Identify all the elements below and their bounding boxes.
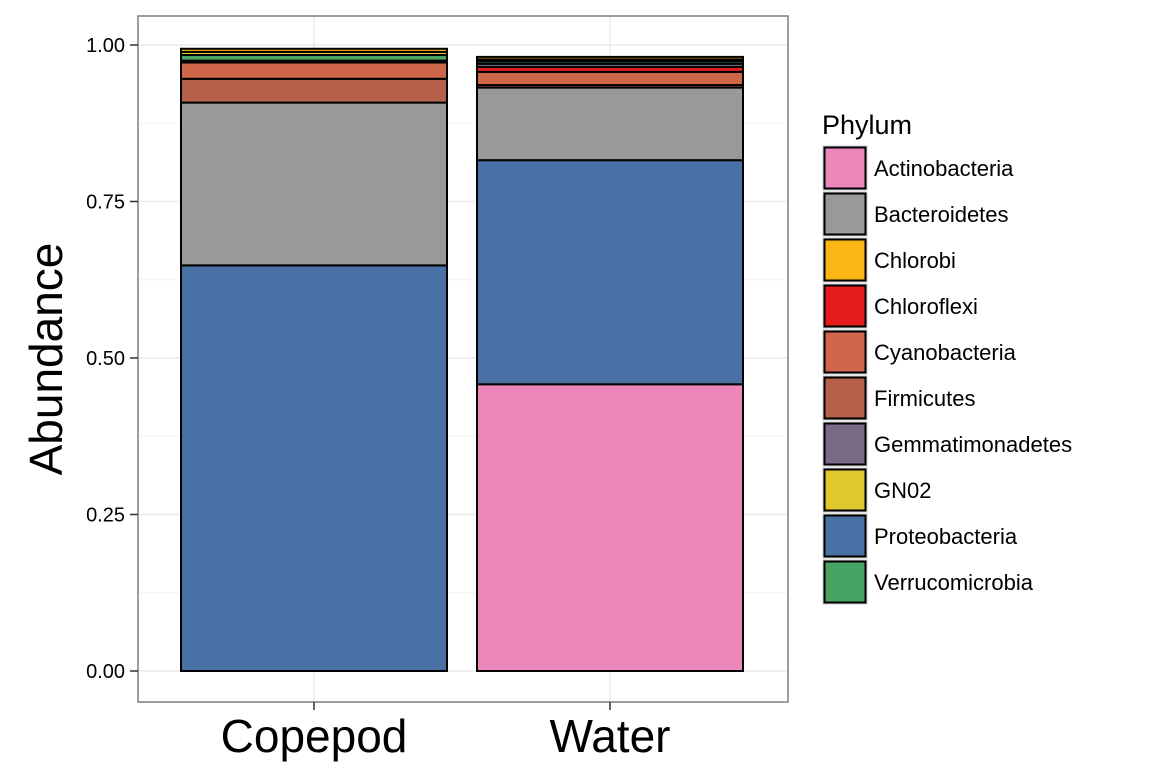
plot-border [137,15,789,703]
y-tick-label: 0.25 [86,505,125,527]
legend-label: Firmicutes [874,386,975,411]
bar-segment [180,264,448,672]
y-tick-label: 0.75 [86,192,125,214]
legend-label: Bacteroidetes [874,202,1009,227]
legend-swatch [823,376,867,420]
y-axis: 0.00 0.25 0.50 0.75 1.00 [86,35,138,683]
legend-label: Chloroflexi [874,294,978,319]
x-tick-label: Copepod [221,710,408,762]
x-tick-label: Water [550,710,671,762]
legend-label: Cyanobacteria [874,340,1017,365]
bar-segment [180,61,448,80]
legend-swatch [823,284,867,328]
legend-swatch [823,468,867,512]
bar-segment [180,77,448,104]
legend-label: Actinobacteria [874,156,1014,181]
bar-segment [180,101,448,267]
legend-swatch [823,192,867,236]
legend-swatch [823,238,867,282]
y-tick-label: 0.00 [86,661,125,683]
legend-swatch [823,560,867,604]
y-axis-label: Abundance [20,243,72,476]
legend: Phylum Actinobacteria Bacteroidetes Chloro… [822,110,1072,605]
y-tick-label: 0.50 [86,348,125,370]
bars-layer [180,47,744,672]
legend-swatch [823,146,867,190]
bar-segment [476,55,744,61]
legend-label: Gemmatimonadetes [874,432,1072,457]
legend-swatch [823,330,867,374]
bar-segment [476,159,744,386]
legend-swatch [823,514,867,558]
bar-segment [180,47,448,53]
bar-segment [476,70,744,87]
legend-title: Phylum [822,110,912,140]
legend-label: GN02 [874,478,931,503]
y-tick-label: 1.00 [86,35,125,57]
legend-label: Chlorobi [874,248,956,273]
legend-swatch [823,422,867,466]
bar-segment [476,86,744,162]
bar-segment [476,383,744,672]
legend-label: Verrucomicrobia [874,570,1034,595]
legend-label: Proteobacteria [874,524,1018,549]
x-axis: Copepod Water [221,702,671,762]
